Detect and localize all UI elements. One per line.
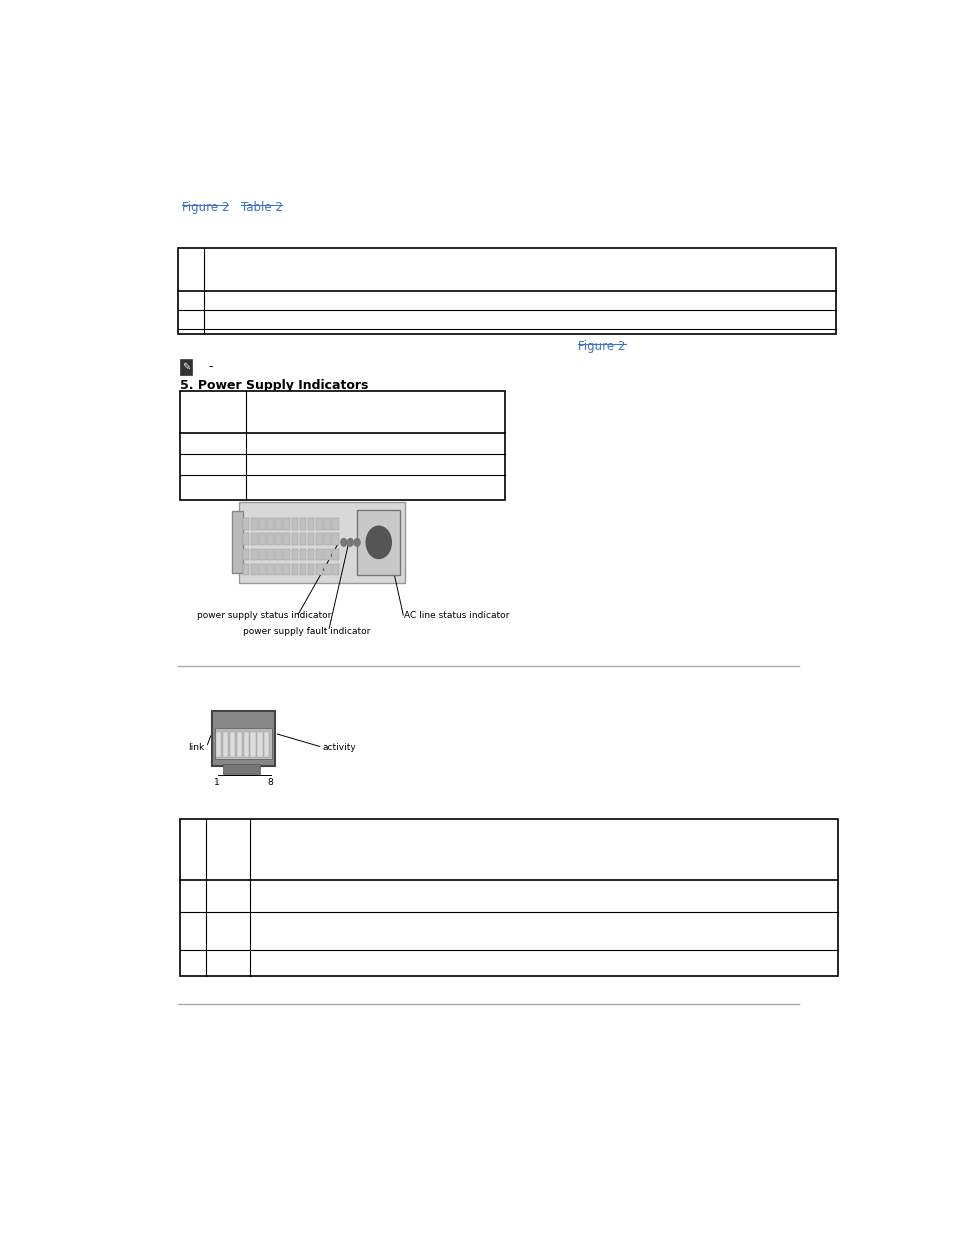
- Bar: [258, 519, 265, 530]
- Text: -: -: [208, 361, 213, 373]
- Bar: [299, 548, 306, 559]
- Text: activity: activity: [322, 742, 356, 752]
- Text: Table 2: Table 2: [241, 200, 283, 214]
- Bar: [214, 729, 272, 758]
- Bar: [251, 732, 255, 757]
- Bar: [180, 819, 837, 976]
- Bar: [178, 248, 836, 333]
- Bar: [308, 548, 314, 559]
- Bar: [332, 519, 338, 530]
- Bar: [332, 534, 338, 545]
- Text: power supply status indicator: power supply status indicator: [196, 611, 331, 620]
- Bar: [324, 563, 331, 576]
- Bar: [222, 764, 260, 774]
- Bar: [264, 732, 269, 757]
- Bar: [308, 519, 314, 530]
- Bar: [251, 548, 257, 559]
- Bar: [292, 534, 298, 545]
- Bar: [242, 548, 249, 559]
- Bar: [267, 534, 274, 545]
- Bar: [299, 519, 306, 530]
- Bar: [332, 563, 338, 576]
- Bar: [267, 519, 274, 530]
- Bar: [308, 563, 314, 576]
- Text: Figure 2: Figure 2: [577, 341, 624, 353]
- Bar: [315, 534, 322, 545]
- Bar: [239, 501, 405, 583]
- Bar: [257, 732, 262, 757]
- Bar: [315, 548, 322, 559]
- Bar: [283, 563, 290, 576]
- Bar: [230, 732, 234, 757]
- Bar: [223, 732, 228, 757]
- Bar: [232, 511, 242, 573]
- Bar: [212, 711, 274, 766]
- Text: 1: 1: [213, 778, 219, 787]
- Text: Figure 2: Figure 2: [182, 200, 230, 214]
- Bar: [283, 534, 290, 545]
- Bar: [357, 510, 400, 576]
- Bar: [292, 519, 298, 530]
- Bar: [267, 548, 274, 559]
- Circle shape: [354, 538, 359, 546]
- Bar: [267, 563, 274, 576]
- Bar: [258, 563, 265, 576]
- Bar: [332, 548, 338, 559]
- Bar: [180, 359, 193, 375]
- Bar: [275, 548, 282, 559]
- Bar: [258, 548, 265, 559]
- Bar: [299, 534, 306, 545]
- Bar: [308, 534, 314, 545]
- Bar: [251, 519, 257, 530]
- Text: link: link: [188, 742, 204, 752]
- Bar: [275, 563, 282, 576]
- Bar: [315, 563, 322, 576]
- Text: power supply fault indicator: power supply fault indicator: [243, 626, 371, 636]
- Bar: [216, 732, 221, 757]
- Bar: [242, 563, 249, 576]
- Circle shape: [347, 538, 353, 546]
- Bar: [292, 563, 298, 576]
- Bar: [251, 534, 257, 545]
- Bar: [236, 732, 242, 757]
- Text: 8: 8: [267, 778, 273, 787]
- Bar: [315, 519, 322, 530]
- Bar: [251, 563, 257, 576]
- Text: AC line status indicator: AC line status indicator: [403, 611, 509, 620]
- Circle shape: [340, 538, 347, 546]
- Bar: [243, 732, 249, 757]
- Bar: [324, 534, 331, 545]
- Bar: [258, 534, 265, 545]
- Bar: [324, 548, 331, 559]
- Bar: [180, 390, 505, 500]
- Bar: [283, 519, 290, 530]
- Bar: [292, 548, 298, 559]
- Bar: [275, 534, 282, 545]
- Bar: [283, 548, 290, 559]
- Circle shape: [366, 526, 391, 558]
- Bar: [242, 519, 249, 530]
- Bar: [242, 534, 249, 545]
- Text: 5. Power Supply Indicators: 5. Power Supply Indicators: [180, 379, 368, 393]
- Text: ✎: ✎: [182, 362, 190, 372]
- Bar: [299, 563, 306, 576]
- Bar: [275, 519, 282, 530]
- Bar: [324, 519, 331, 530]
